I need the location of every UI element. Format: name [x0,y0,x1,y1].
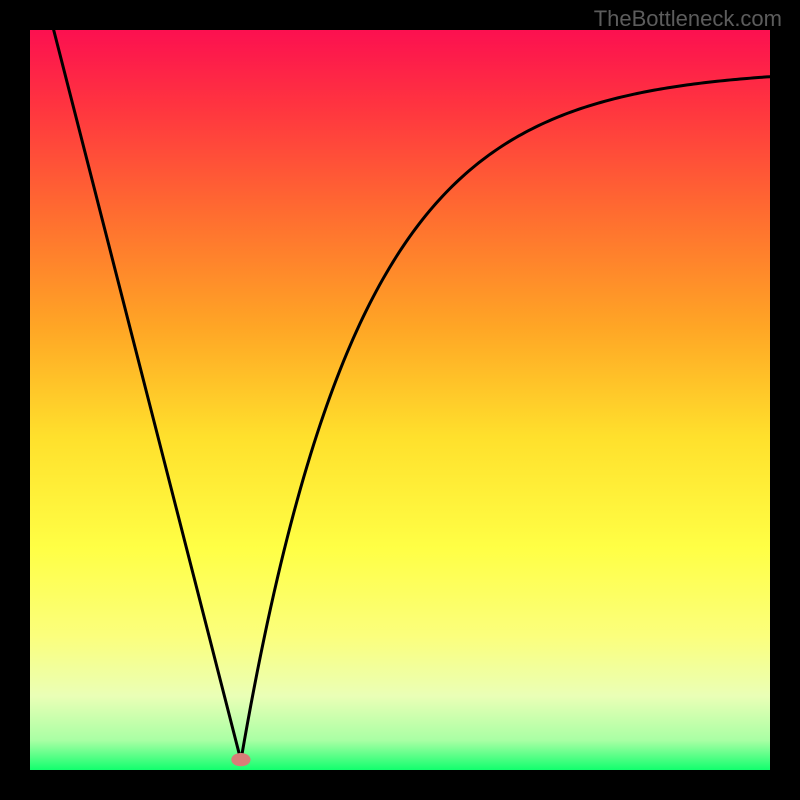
bottleneck-curve [54,30,770,760]
watermark-text: TheBottleneck.com [594,6,782,32]
chart-frame: TheBottleneck.com [0,0,800,800]
curve-layer [30,30,770,770]
minimum-marker [231,753,250,766]
plot-area [30,30,770,770]
